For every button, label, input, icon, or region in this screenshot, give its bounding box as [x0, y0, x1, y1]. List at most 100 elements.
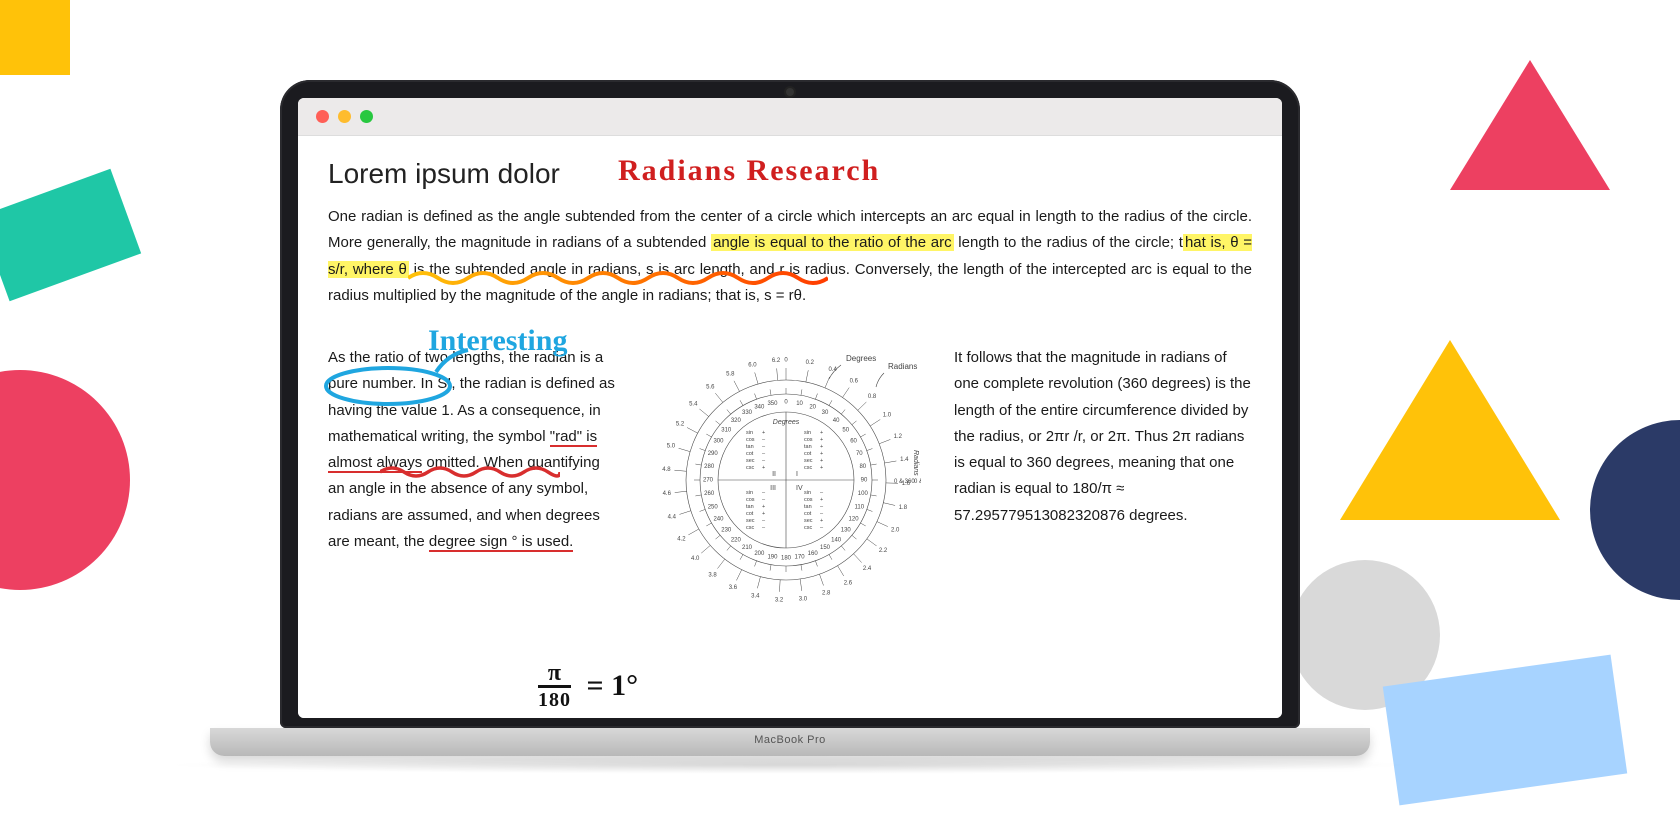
svg-text:Degrees: Degrees [773, 419, 800, 426]
formula-equals: = 1° [587, 669, 639, 702]
squiggle-underline [408, 268, 828, 286]
svg-text:220: 220 [731, 537, 742, 543]
svg-text:6.0: 6.0 [748, 362, 757, 368]
svg-text:5.0: 5.0 [667, 444, 676, 450]
svg-text:+: + [820, 458, 823, 464]
svg-text:140: 140 [831, 537, 842, 543]
svg-text:3.4: 3.4 [751, 594, 760, 600]
svg-text:240: 240 [713, 517, 724, 523]
svg-text:sin: sin [804, 430, 811, 436]
svg-text:310: 310 [721, 427, 732, 433]
traffic-light-zoom[interactable] [360, 110, 373, 123]
svg-text:tan: tan [746, 504, 754, 510]
svg-text:2.0: 2.0 [891, 528, 900, 534]
svg-text:1.0: 1.0 [883, 413, 892, 419]
svg-text:4.0: 4.0 [691, 556, 700, 562]
svg-text:200: 200 [754, 551, 765, 557]
svg-text:cot: cot [804, 511, 812, 517]
svg-text:III: III [770, 485, 776, 492]
traffic-light-minimize[interactable] [338, 110, 351, 123]
blue-circle-annotation [318, 348, 498, 408]
svg-text:4.8: 4.8 [662, 467, 671, 473]
svg-text:90: 90 [861, 478, 868, 484]
diagram-column: 0102030405060708090100110120130140150160… [646, 345, 926, 615]
svg-text:5.4: 5.4 [689, 401, 698, 407]
svg-text:tan: tan [804, 444, 812, 450]
svg-text:sin: sin [804, 490, 811, 496]
svg-text:0 & 2π: 0 & 2π [914, 479, 921, 485]
document-content: Lorem ipsum dolor One radian is defined … [298, 136, 1282, 718]
svg-text:csc: csc [746, 525, 755, 531]
svg-text:3.8: 3.8 [708, 572, 717, 578]
svg-text:30: 30 [822, 410, 829, 416]
svg-text:120: 120 [849, 517, 860, 523]
svg-text:–: – [820, 525, 824, 531]
svg-text:2.6: 2.6 [844, 580, 853, 586]
svg-text:cos: cos [746, 437, 755, 443]
bg-triangle-yellow [1340, 340, 1560, 520]
svg-text:0: 0 [784, 400, 788, 406]
p3-text: It follows that the magnitude in radians… [954, 349, 1251, 524]
svg-text:2.4: 2.4 [863, 566, 872, 572]
svg-text:290: 290 [708, 451, 719, 457]
svg-text:260: 260 [704, 491, 715, 497]
svg-text:130: 130 [841, 528, 852, 534]
svg-text:csc: csc [746, 465, 755, 471]
svg-text:0.2: 0.2 [806, 360, 815, 366]
svg-text:+: + [762, 504, 765, 510]
svg-text:–: – [820, 511, 824, 517]
svg-text:cot: cot [804, 451, 812, 457]
svg-text:+: + [762, 430, 765, 436]
p2-underline-2: degree sign ° is used. [429, 533, 573, 552]
laptop-mockup: Lorem ipsum dolor One radian is defined … [280, 80, 1300, 774]
svg-text:4.4: 4.4 [668, 514, 677, 520]
svg-text:110: 110 [855, 504, 865, 510]
svg-text:340: 340 [754, 404, 765, 410]
svg-text:+: + [820, 430, 823, 436]
svg-text:0.4: 0.4 [829, 367, 838, 373]
svg-text:3.0: 3.0 [799, 596, 808, 602]
svg-text:Radians: Radians [888, 362, 917, 371]
svg-text:+: + [820, 518, 823, 524]
formula-fraction: π 180 [538, 661, 571, 710]
red-squiggle-1 [380, 464, 560, 478]
screen: Lorem ipsum dolor One radian is defined … [298, 98, 1282, 718]
svg-text:50: 50 [842, 427, 849, 433]
svg-text:IV: IV [796, 485, 803, 492]
svg-text:II: II [772, 471, 776, 478]
bg-triangle-pink [1450, 60, 1610, 190]
bg-circle-pink [0, 370, 130, 590]
svg-text:cot: cot [746, 511, 754, 517]
svg-text:Radians: Radians [912, 450, 919, 476]
svg-text:tan: tan [804, 504, 812, 510]
protractor-diagram: 0102030405060708090100110120130140150160… [651, 345, 921, 615]
svg-text:sec: sec [746, 458, 755, 464]
svg-text:170: 170 [795, 554, 806, 560]
svg-text:+: + [762, 511, 765, 517]
svg-text:5.2: 5.2 [676, 421, 685, 427]
svg-text:150: 150 [820, 545, 831, 551]
svg-text:cot: cot [746, 451, 754, 457]
laptop-base: MacBook Pro [210, 728, 1370, 756]
svg-text:–: – [762, 451, 766, 457]
svg-text:sec: sec [746, 518, 755, 524]
bg-square-yellow [0, 0, 70, 75]
svg-text:190: 190 [767, 554, 778, 560]
svg-text:2.2: 2.2 [879, 548, 888, 554]
svg-text:80: 80 [859, 464, 866, 470]
window-chrome [298, 98, 1282, 136]
svg-text:cos: cos [746, 497, 755, 503]
svg-text:–: – [820, 504, 824, 510]
svg-text:320: 320 [731, 418, 742, 424]
bg-square-teal [0, 169, 141, 301]
paragraph-3: It follows that the magnitude in radians… [954, 345, 1252, 529]
svg-text:Degrees: Degrees [846, 354, 876, 363]
svg-text:5.8: 5.8 [726, 371, 735, 377]
handwriting-formula: π 180 = 1° [538, 661, 638, 710]
traffic-light-close[interactable] [316, 110, 329, 123]
svg-text:sec: sec [804, 458, 813, 464]
svg-text:0.6: 0.6 [850, 379, 859, 385]
svg-text:csc: csc [804, 465, 813, 471]
svg-text:–: – [762, 458, 766, 464]
svg-text:csc: csc [804, 525, 813, 531]
